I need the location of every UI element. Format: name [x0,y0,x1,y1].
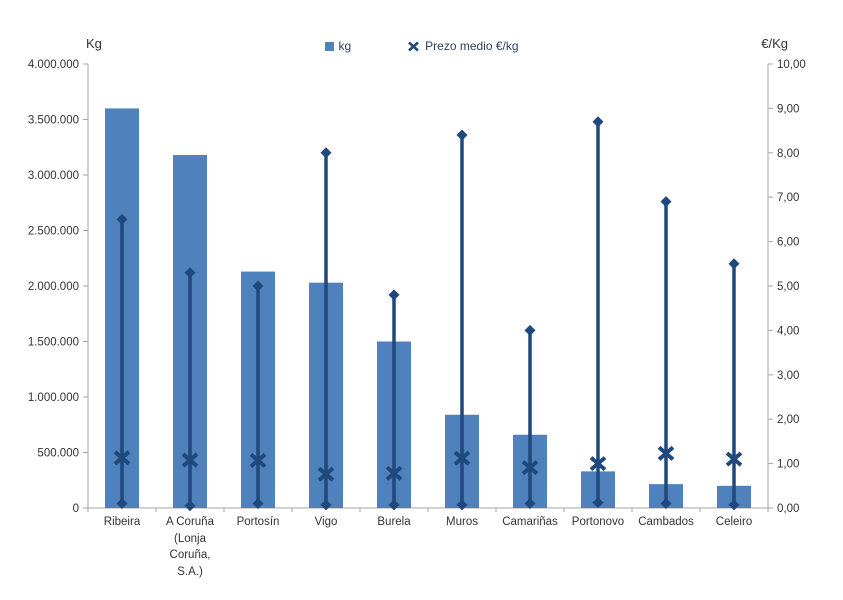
legend-label-kg: kg [338,39,352,53]
bar-series-swatch-icon [324,41,334,51]
x-axis-label: Burela [377,516,411,528]
mean-x-marker [181,452,199,468]
mean-x-marker [657,445,675,461]
right-axis-tick-label: 1,00 [777,459,799,471]
low-diamond-marker [524,498,536,510]
right-axis-tick-label: 2,00 [777,414,799,426]
right-axis-tick-label: 4,00 [777,325,799,337]
low-diamond-marker [388,499,400,511]
high-diamond-marker [660,196,672,208]
high-diamond-marker [252,280,264,292]
left-axis-tick-label: 4.000.000 [28,59,79,71]
x-axis-label: Vigo [314,516,338,528]
high-diamond-marker [184,267,196,279]
x-axis-label: Portonovo [571,516,625,528]
right-axis-tick-label: 6,00 [777,237,799,249]
mean-x-marker [249,452,267,469]
low-diamond-marker [660,498,672,510]
left-axis-tick-label: 1.500.000 [28,337,79,349]
mean-x-marker [317,466,335,482]
low-diamond-marker [184,500,196,512]
mean-x-marker [521,460,539,476]
left-axis-tick-label: 3.500.000 [28,115,79,127]
right-axis-tick-label: 8,00 [777,148,799,160]
left-axis-tick-label: 2.500.000 [28,226,79,238]
high-diamond-marker [116,213,128,225]
x-axis-labels: Ribeira A Coruña (Lonja Coruña, S.A.) Port… [0,514,843,594]
x-axis-label: Portosín [236,516,280,528]
right-axis-tick-label: 3,00 [777,370,799,382]
low-diamond-marker [116,498,128,510]
left-axis-tick-label: 1.000.000 [28,392,79,404]
legend-item-kg: kg [324,39,351,53]
right-axis-tick-label: 0,00 [777,503,799,515]
mean-x-marker [385,465,403,481]
high-diamond-marker [388,289,400,301]
low-diamond-marker [728,499,740,511]
x-axis-label: Muros [446,516,478,528]
mean-x-marker [113,450,131,466]
mean-x-marker [725,451,743,467]
high-diamond-marker [320,147,332,159]
x-axis-label: Ribeira [103,516,141,528]
x-axis-label: Camariñas [502,516,558,528]
right-axis-tick-label: 9,00 [777,103,799,115]
right-axis-tick-label: 7,00 [777,192,799,204]
high-diamond-marker [728,258,740,270]
low-diamond-marker [252,498,264,510]
left-axis-tick-label: 0 [73,503,79,515]
left-axis-title: Kg [86,36,102,51]
high-diamond-marker [456,129,468,141]
x-axis-label: A Coruña (Lonja Coruña, S.A.) [166,516,214,579]
legend-label-prezo-medio: Prezo medio €/kg [425,39,519,53]
high-diamond-marker [592,116,604,128]
mean-x-marker [453,450,471,466]
low-diamond-marker [320,499,332,511]
legend: kg Prezo medio €/kg [324,39,519,53]
mean-x-marker [589,456,607,472]
right-axis-title: €/Kg [761,36,788,51]
low-diamond-marker [592,497,604,509]
left-axis-tick-label: 500.000 [37,448,79,460]
x-marker-icon [408,41,420,51]
left-axis-tick-label: 2.000.000 [28,281,79,293]
x-axis-label: Celeiro [715,516,753,528]
right-axis-tick-label: 10,00 [777,59,806,71]
left-axis-tick-label: 3.000.000 [28,170,79,182]
x-axis-label: Cambados [638,516,694,528]
low-diamond-marker [456,499,468,511]
right-axis-tick-label: 5,00 [777,281,799,293]
high-diamond-marker [524,324,536,336]
legend-item-prezo-medio: Prezo medio €/kg [407,39,519,53]
